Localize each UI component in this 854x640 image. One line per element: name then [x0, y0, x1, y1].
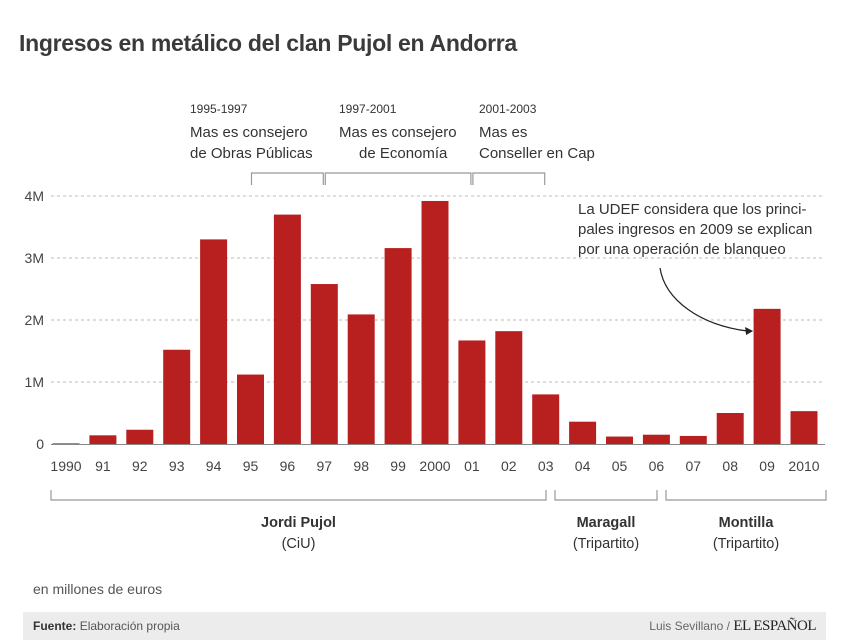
period-bracket [324, 172, 472, 185]
x-tick-label: 09 [759, 458, 775, 474]
x-tick-label: 02 [501, 458, 517, 474]
annotation-arrow-line [659, 267, 748, 332]
unit-note: en millones de euros [33, 581, 163, 597]
bar [753, 308, 781, 444]
era-party: (Tripartito) [713, 536, 779, 552]
bar [421, 200, 449, 444]
bar [237, 374, 264, 444]
y-tick-label: 0 [36, 436, 44, 452]
bar [569, 421, 597, 444]
period-line1: Mas es [479, 124, 527, 141]
bar [310, 284, 338, 444]
era-name: Jordi Pujol [261, 515, 336, 531]
x-tick-label: 05 [612, 458, 628, 474]
credit: Luis Sevillano / EL ESPAÑOL [649, 618, 816, 635]
x-tick-label: 92 [132, 458, 148, 474]
source-label: Fuente: [33, 619, 77, 633]
x-tick-label: 95 [243, 458, 259, 474]
bar [89, 435, 117, 444]
period-bracket [472, 172, 546, 185]
bars [52, 200, 818, 444]
era-bracket [665, 490, 827, 501]
bar [642, 434, 670, 444]
source: Fuente: Elaboración propia [33, 619, 180, 633]
x-tick-label: 91 [95, 458, 111, 474]
government-eras: Jordi Pujol (CiU) Maragall (Tripartito) Mont… [50, 490, 827, 552]
x-tick-label: 94 [206, 458, 222, 474]
bar [200, 239, 228, 444]
era-name: Montilla [719, 515, 775, 531]
era-bracket [50, 490, 547, 501]
annotation-line: La UDEF considera que los princi- [578, 201, 806, 218]
x-tick-label: 01 [464, 458, 480, 474]
period-line2: Conseller en Cap [479, 145, 595, 162]
bar [384, 248, 412, 444]
x-tick-label: 06 [649, 458, 665, 474]
era-party: (CiU) [282, 536, 316, 552]
x-tick-label: 07 [686, 458, 702, 474]
bar [790, 411, 818, 444]
x-tick-label: 93 [169, 458, 185, 474]
y-tick-label: 1M [25, 374, 44, 390]
bar [606, 436, 633, 444]
x-tick-label: 99 [390, 458, 406, 474]
bar [126, 429, 154, 444]
bar [458, 340, 486, 444]
bar [163, 349, 191, 444]
y-axis-ticks: 0 1M 2M 3M 4M [25, 188, 45, 452]
period-line2: de Economía [359, 145, 448, 162]
x-tick-label: 98 [353, 458, 369, 474]
footer: Fuente: Elaboración propia Luis Sevillan… [23, 612, 826, 640]
period-years: 2001-2003 [479, 102, 537, 116]
period-annotations: 1995-1997 Mas es consejero de Obras Públic… [190, 102, 595, 185]
y-tick-label: 3M [25, 250, 44, 266]
bar [347, 314, 375, 444]
y-tick-label: 4M [25, 188, 44, 204]
x-axis-ticks: 1990 91 92 93 94 95 96 97 98 99 2000 01 02 03 04 05 06 07… [50, 458, 819, 474]
x-tick-label: 2010 [788, 458, 819, 474]
bar [273, 214, 301, 444]
era-bracket [554, 490, 658, 501]
bar [716, 413, 744, 444]
x-tick-label: 97 [317, 458, 333, 474]
bar [52, 443, 80, 444]
period-years: 1997-2001 [339, 102, 397, 116]
x-tick-label: 04 [575, 458, 591, 474]
brand-logo: EL ESPAÑOL [733, 618, 816, 634]
x-tick-label: 2000 [419, 458, 450, 474]
period-years: 1995-1997 [190, 102, 248, 116]
udef-annotation: La UDEF considera que los princi-pales i… [578, 201, 812, 335]
bar [495, 331, 523, 444]
y-tick-label: 2M [25, 312, 44, 328]
author: Luis Sevillano / [649, 619, 730, 633]
bar [679, 435, 707, 444]
arrow-head-icon [745, 327, 754, 335]
bar [532, 394, 560, 444]
x-tick-label: 03 [538, 458, 554, 474]
annotation-line: por una operación de blanqueo [578, 241, 786, 258]
period-line1: Mas es consejero [190, 124, 308, 141]
chart-title: Ingresos en metálico del clan Pujol en A… [19, 30, 517, 56]
era-name: Maragall [577, 515, 636, 531]
x-tick-label: 1990 [50, 458, 81, 474]
period-line1: Mas es consejero [339, 124, 457, 141]
era-party: (Tripartito) [573, 536, 639, 552]
x-tick-label: 08 [722, 458, 738, 474]
period-line2: de Obras Públicas [190, 145, 313, 162]
period-bracket [250, 172, 324, 185]
x-tick-label: 96 [280, 458, 296, 474]
annotation-line: pales ingresos en 2009 se explican [578, 221, 812, 238]
source-value: Elaboración propia [79, 619, 180, 633]
